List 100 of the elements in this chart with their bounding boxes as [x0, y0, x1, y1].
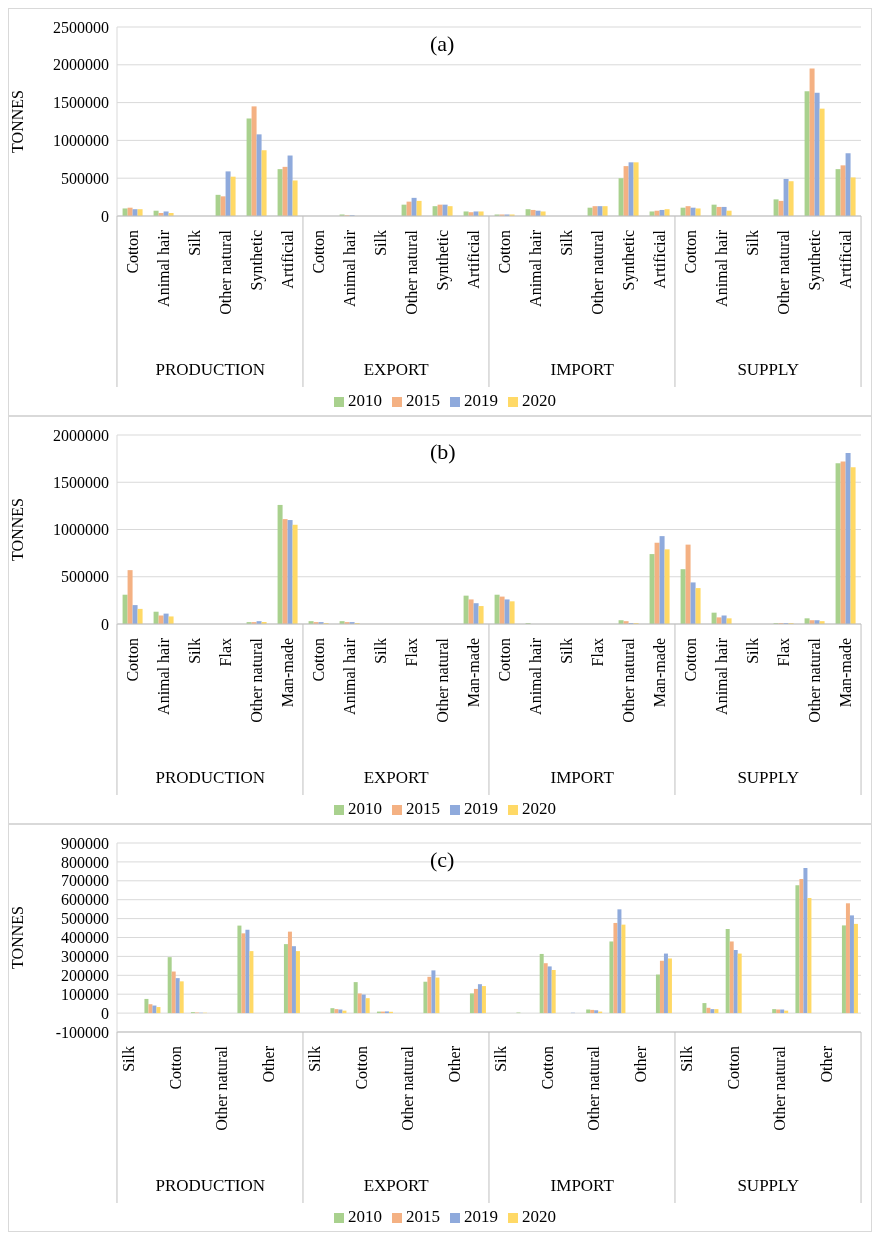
x-tick-label: Silk: [186, 638, 203, 664]
text: SUPPLY: [737, 360, 800, 379]
x-tick-label: Other: [631, 1045, 649, 1083]
x-tick-label: Other natural: [403, 229, 420, 315]
y-tick-label: 800000: [61, 853, 109, 871]
y-tick-label: 100000: [61, 985, 109, 1003]
x-tick-label: Man-made: [279, 638, 296, 708]
y-tick-label: 900000: [61, 834, 109, 852]
text: SUPPLY: [737, 768, 800, 787]
legend-label: 2010: [348, 799, 382, 818]
x-tick-label: Cotton: [724, 1046, 742, 1090]
text: IMPORT: [550, 1176, 615, 1195]
y-tick-label: 1500000: [53, 473, 109, 491]
x-tick-label: Other natural: [213, 1045, 231, 1131]
x-tick-label: Cotton: [310, 638, 327, 682]
legend-label: 2010: [348, 1207, 382, 1226]
y-tick-label: 1500000: [53, 94, 109, 112]
x-tick-label: Cotton: [682, 638, 699, 682]
y-tick-label: 0: [101, 1004, 109, 1022]
x-tick-label: Silk: [492, 1046, 510, 1072]
chart-title: (c): [430, 847, 455, 873]
x-tick-label: Synthetic: [248, 230, 266, 291]
x-tick-label: Flax: [403, 638, 420, 667]
x-tick-label: Cotton: [124, 230, 141, 274]
x-tick-label: Other natural: [775, 229, 792, 315]
text: EXPORT: [363, 360, 430, 379]
y-tick-label: 400000: [61, 929, 109, 947]
x-tick-label: Silk: [744, 230, 761, 256]
x-tick-label: Animal hair: [155, 637, 172, 715]
x-tick-label: Synthetic: [620, 230, 638, 291]
x-tick-label: Animal hair: [713, 229, 730, 307]
legend-label: 2015: [406, 391, 440, 410]
x-tick-label: Other natural: [806, 637, 823, 723]
x-tick-label: Cotton: [496, 230, 513, 274]
x-tick-label: Man-made: [837, 638, 854, 708]
x-tick-label: Synthetic: [434, 230, 452, 291]
y-tick-label: 200000: [61, 966, 109, 984]
chart-title: (a): [430, 31, 455, 57]
text: PRODUCTION: [155, 360, 265, 379]
text: PRODUCTION: [155, 768, 265, 787]
x-tick-label: Animal hair: [341, 229, 358, 307]
y-tick-label: 300000: [61, 948, 109, 966]
y-axis-title: TONNES: [8, 906, 26, 969]
x-tick-label: Other natural: [585, 1045, 603, 1131]
x-tick-label: Animal hair: [713, 637, 730, 715]
legend-label: 2019: [464, 1207, 498, 1226]
x-tick-label: Cotton: [538, 1046, 556, 1090]
y-tick-label: 1000000: [53, 521, 109, 539]
y-tick-label: 0: [101, 207, 109, 225]
x-tick-label: Other natural: [620, 637, 637, 723]
y-tick-label: 700000: [61, 872, 109, 890]
x-tick-label: Man-made: [651, 638, 668, 708]
x-tick-label: Flax: [217, 638, 234, 667]
x-tick-label: Cotton: [124, 638, 141, 682]
y-tick-label: 0: [101, 615, 109, 633]
x-tick-label: Cotton: [310, 230, 327, 274]
x-tick-label: Other: [259, 1045, 277, 1083]
text: SUPPLY: [737, 1176, 800, 1195]
x-tick-label: Animal hair: [155, 229, 172, 307]
x-tick-label: Synthetic: [806, 230, 824, 291]
x-tick-label: Animal hair: [527, 229, 544, 307]
x-tick-label: Silk: [744, 638, 761, 664]
y-tick-label: 500000: [61, 169, 109, 187]
y-tick-label: 1000000: [53, 132, 109, 150]
x-tick-label: Artificial: [651, 229, 668, 289]
x-tick-label: Other: [445, 1045, 463, 1083]
y-tick-label: 2000000: [53, 56, 109, 74]
x-tick-label: Other natural: [771, 1045, 789, 1131]
x-tick-label: Other natural: [217, 229, 234, 315]
text: IMPORT: [550, 768, 615, 787]
chart-title: (b): [430, 439, 456, 465]
x-tick-label: Flax: [775, 638, 792, 667]
y-tick-label: 600000: [61, 891, 109, 909]
x-tick-label: Silk: [558, 230, 575, 256]
x-tick-label: Other natural: [248, 637, 265, 723]
x-tick-label: Other natural: [399, 1045, 417, 1131]
x-tick-label: Artificial: [837, 229, 854, 289]
x-tick-label: Flax: [589, 638, 606, 667]
x-tick-label: Silk: [306, 1046, 324, 1072]
y-tick-label: 2500000: [53, 18, 109, 36]
x-tick-label: Animal hair: [527, 637, 544, 715]
y-tick-label: 2000000: [53, 426, 109, 444]
x-tick-label: Silk: [558, 638, 575, 664]
legend-label: 2010: [348, 391, 382, 410]
legend-label: 2019: [464, 799, 498, 818]
legend-label: 2020: [522, 391, 556, 410]
legend-label: 2020: [522, 1207, 556, 1226]
x-tick-label: Silk: [120, 1046, 138, 1072]
x-tick-label: Other natural: [434, 637, 451, 723]
x-tick-label: Silk: [372, 230, 389, 256]
text: PRODUCTION: [155, 1176, 265, 1195]
text: EXPORT: [363, 1176, 430, 1195]
legend-label: 2015: [406, 1207, 440, 1226]
text: IMPORT: [550, 360, 615, 379]
x-tick-label: Artificial: [465, 229, 482, 289]
x-tick-label: Other: [817, 1045, 835, 1083]
x-tick-label: Silk: [678, 1046, 696, 1072]
y-tick-label: -100000: [55, 1023, 109, 1041]
x-tick-label: Silk: [186, 230, 203, 256]
x-tick-label: Silk: [372, 638, 389, 664]
